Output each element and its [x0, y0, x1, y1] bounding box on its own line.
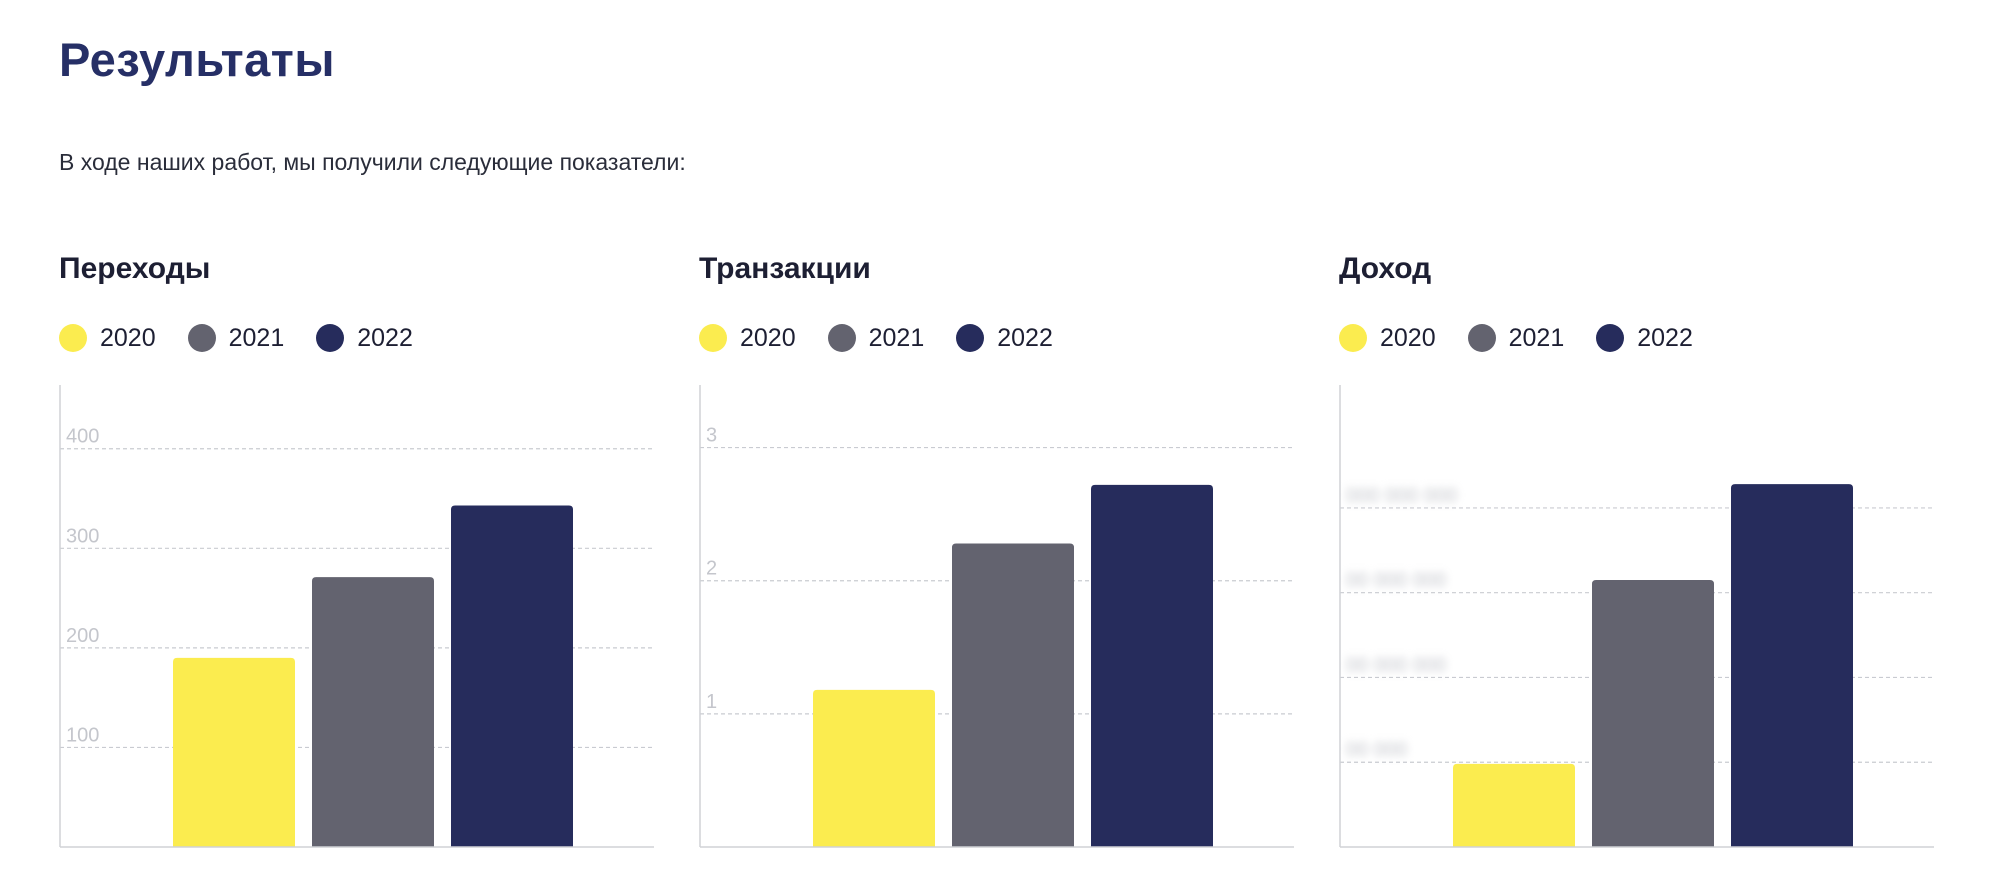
- bar-2021: [1592, 579, 1714, 847]
- y-tick-label: 400: [66, 426, 99, 448]
- bar-2021: [952, 543, 1074, 847]
- chart-legend: 2020 2021 2022: [59, 320, 445, 356]
- legend-dot-2022: [956, 324, 985, 352]
- legend-dot-2022: [1596, 324, 1625, 352]
- legend-item-2022: 2022: [1596, 324, 1693, 353]
- chart-revenue: Доход 2020 2021 2022 00 000 00 000 000 00 …: [1339, 240, 1939, 860]
- legend-dot-2022: [316, 324, 345, 352]
- chart-legend: 2020 2021 2022: [699, 320, 1085, 356]
- y-tick-label: 00 000: [1346, 739, 1407, 761]
- legend-label: 2021: [1508, 323, 1565, 352]
- legend-dot-2020: [699, 324, 727, 352]
- legend-dot-2020: [59, 324, 87, 352]
- legend-label: 2022: [1637, 323, 1693, 352]
- chart-transactions: Транзакции 2020 2021 2022 1 2 3: [699, 240, 1299, 860]
- bar-2021: [312, 577, 434, 847]
- chart-title: Доход: [1339, 252, 1432, 285]
- legend-label: 2020: [1380, 323, 1436, 352]
- y-tick-label: 1: [706, 691, 717, 713]
- bar-chart-plot: 100 200 300 400: [59, 385, 654, 848]
- y-tick-label: 000 000 000: [1346, 485, 1457, 507]
- page-title: Результаты: [59, 33, 335, 86]
- legend-label: 2021: [228, 323, 285, 352]
- y-tick-label: 00 000 000: [1346, 570, 1446, 592]
- legend-label: 2020: [740, 323, 796, 352]
- legend-dot-2021: [827, 324, 856, 352]
- legend-label: 2022: [997, 323, 1053, 352]
- bar-chart-plot: 00 000 00 000 000 00 000 000 000 000 000: [1339, 385, 1934, 848]
- y-tick-label: 100: [66, 724, 99, 746]
- chart-title: Транзакции: [699, 252, 871, 285]
- bar-2020: [1453, 763, 1575, 847]
- y-tick-label: 2: [706, 558, 717, 580]
- legend-label: 2022: [357, 323, 413, 352]
- chart-legend: 2020 2021 2022: [1339, 320, 1725, 356]
- legend-dot-2021: [187, 324, 216, 352]
- legend-item-2021: 2021: [187, 323, 285, 353]
- legend-label: 2021: [868, 323, 925, 352]
- legend-item-2020: 2020: [699, 324, 796, 353]
- legend-dot-2020: [1339, 324, 1367, 352]
- legend-item-2020: 2020: [59, 324, 156, 353]
- legend-item-2022: 2022: [956, 324, 1053, 353]
- legend-label: 2020: [100, 323, 156, 352]
- y-tick-label: 300: [66, 525, 99, 547]
- bar-2022: [1091, 484, 1213, 847]
- chart-transitions: Переходы 2020 2021 2022 100 200 300 400: [59, 240, 659, 860]
- page-subtitle: В ходе наших работ, мы получили следующи…: [59, 149, 686, 175]
- legend-item-2022: 2022: [316, 324, 413, 353]
- y-tick-label: 3: [706, 425, 717, 447]
- legend-item-2021: 2021: [1467, 323, 1565, 353]
- legend-item-2021: 2021: [827, 323, 925, 353]
- legend-dot-2021: [1467, 324, 1496, 352]
- legend-item-2020: 2020: [1339, 324, 1436, 353]
- y-tick-label: 200: [66, 625, 99, 647]
- bar-2020: [173, 657, 295, 847]
- y-tick-label: 00 000 000: [1346, 654, 1446, 676]
- chart-title: Переходы: [59, 252, 211, 285]
- bar-2020: [813, 689, 935, 847]
- bar-2022: [1731, 484, 1853, 847]
- bar-chart-plot: 1 2 3: [699, 385, 1294, 848]
- bar-2022: [451, 505, 573, 847]
